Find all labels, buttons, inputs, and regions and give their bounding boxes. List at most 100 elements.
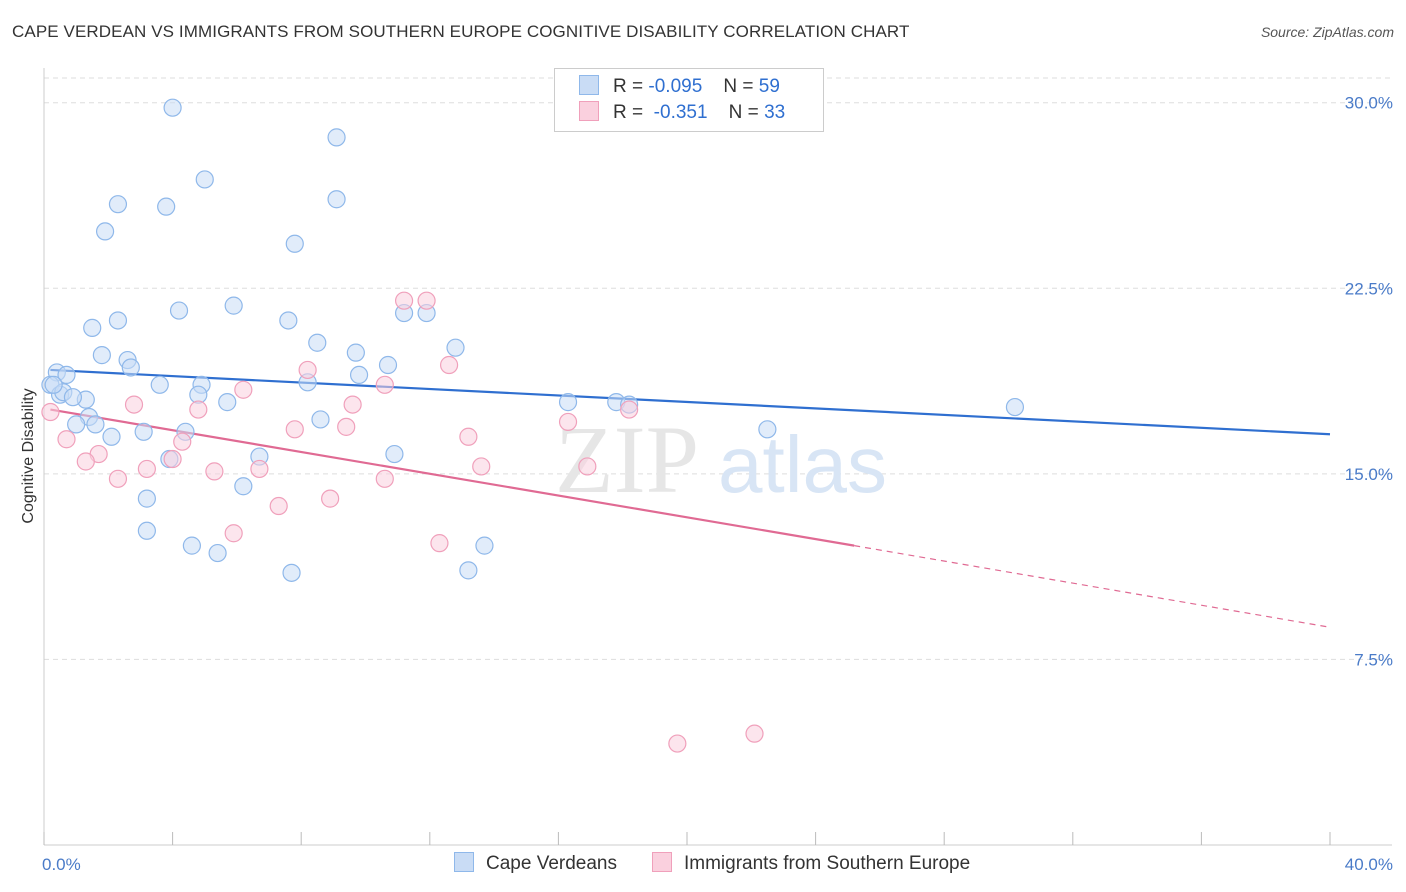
point-southern-europe bbox=[108, 469, 128, 488]
trend-line-cape-verdeans bbox=[50, 368, 1331, 436]
point-southern-europe bbox=[430, 534, 449, 553]
point-southern-europe bbox=[417, 291, 436, 310]
bottom-legend-cape-verdeans: Cape Verdeans bbox=[454, 852, 617, 875]
source-label: Source: ZipAtlas.com bbox=[1260, 24, 1394, 40]
point-southern-europe bbox=[163, 449, 182, 469]
legend-row-cape-verdeans: R = -0.095 N = 59 bbox=[579, 75, 780, 101]
point-southern-europe bbox=[173, 432, 192, 451]
legend-r-label: R = bbox=[613, 76, 644, 97]
point-cape-verdean bbox=[169, 301, 189, 320]
point-cape-verdean bbox=[475, 536, 494, 555]
point-cape-verdean bbox=[182, 536, 201, 555]
x-tick-labels: 0.0% 40.0% bbox=[42, 855, 1393, 874]
point-southern-europe bbox=[298, 360, 317, 380]
legend-n-label: N = bbox=[728, 102, 759, 123]
legend-r-value: -0.095 bbox=[648, 76, 703, 97]
watermark-atlas: atlas bbox=[718, 420, 887, 509]
point-cape-verdean bbox=[279, 311, 298, 330]
point-cape-verdean bbox=[44, 375, 63, 394]
point-cape-verdean bbox=[459, 561, 478, 580]
point-cape-verdean bbox=[234, 477, 253, 496]
legend-r-value: -0.351 bbox=[653, 102, 708, 123]
legend-n-label: N = bbox=[723, 76, 754, 97]
point-cape-verdean bbox=[1005, 397, 1025, 417]
point-cape-verdean bbox=[349, 365, 369, 385]
grid-lines bbox=[44, 77, 1392, 660]
point-cape-verdean bbox=[327, 190, 346, 209]
point-cape-verdean bbox=[558, 393, 578, 412]
y-tick-labels: 7.5% 15.0% 22.5% 30.0% bbox=[1345, 94, 1393, 670]
point-southern-europe bbox=[321, 489, 340, 508]
point-southern-europe bbox=[189, 400, 208, 419]
point-cape-verdean bbox=[92, 346, 111, 365]
point-cape-verdean bbox=[102, 427, 121, 446]
bottom-legend-label: Cape Verdeans bbox=[486, 853, 617, 874]
axes bbox=[43, 68, 1392, 846]
point-southern-europe bbox=[41, 402, 60, 422]
point-southern-europe bbox=[745, 724, 764, 743]
point-southern-europe bbox=[76, 452, 95, 471]
point-cape-verdean bbox=[385, 444, 404, 464]
point-cape-verdean bbox=[57, 365, 76, 385]
legend-n-value: 33 bbox=[764, 102, 786, 123]
point-cape-verdean bbox=[63, 388, 83, 407]
y-tick-label: 22.5% bbox=[1345, 279, 1393, 298]
point-cape-verdean bbox=[224, 296, 243, 315]
point-southern-europe bbox=[558, 412, 578, 432]
point-southern-europe bbox=[224, 524, 243, 543]
x-tick-label: 40.0% bbox=[1345, 855, 1393, 874]
point-cape-verdean bbox=[86, 415, 105, 434]
point-southern-europe bbox=[337, 417, 356, 436]
bottom-legend-swatch-blue bbox=[454, 852, 474, 872]
point-southern-europe bbox=[205, 462, 224, 481]
point-cape-verdean bbox=[150, 375, 169, 394]
point-southern-europe bbox=[57, 430, 76, 449]
point-cape-verdean bbox=[308, 333, 327, 352]
point-cape-verdean bbox=[95, 222, 115, 241]
point-cape-verdean bbox=[83, 318, 102, 337]
point-southern-europe bbox=[668, 734, 687, 753]
legend-swatch-pink bbox=[579, 101, 599, 121]
legend-n-value: 59 bbox=[758, 76, 780, 97]
point-cape-verdean bbox=[378, 355, 398, 375]
x-tick-label: 0.0% bbox=[42, 855, 81, 874]
trend-extension-southern-europe bbox=[854, 545, 1331, 628]
point-cape-verdean bbox=[311, 410, 330, 429]
point-cape-verdean bbox=[208, 543, 227, 563]
legend-row-southern-europe: R = -0.351 N = 33 bbox=[579, 101, 785, 127]
point-southern-europe bbox=[343, 395, 362, 414]
data-points bbox=[41, 98, 1025, 753]
point-southern-europe bbox=[459, 427, 478, 446]
point-southern-europe bbox=[375, 469, 394, 488]
watermark-zip: ZIP bbox=[555, 406, 699, 513]
point-southern-europe bbox=[124, 395, 144, 414]
point-southern-europe bbox=[250, 459, 269, 479]
y-tick-label: 15.0% bbox=[1345, 465, 1393, 484]
point-cape-verdean bbox=[157, 197, 176, 216]
point-cape-verdean bbox=[137, 489, 156, 508]
bottom-legend-label: Immigrants from Southern Europe bbox=[684, 853, 971, 874]
y-axis-label: Cognitive Disability bbox=[20, 388, 37, 523]
point-cape-verdean bbox=[327, 128, 346, 147]
legend-swatch-blue bbox=[579, 75, 599, 95]
watermark: ZIP atlas bbox=[555, 406, 887, 513]
point-cape-verdean bbox=[108, 311, 128, 330]
point-southern-europe bbox=[439, 355, 459, 375]
point-cape-verdean bbox=[346, 343, 365, 362]
correlation-legend: R = -0.095 N = 59 R = -0.351 N = 33 bbox=[554, 68, 824, 132]
point-southern-europe bbox=[234, 380, 253, 399]
point-cape-verdean bbox=[195, 170, 214, 189]
point-southern-europe bbox=[269, 496, 288, 516]
point-southern-europe bbox=[137, 459, 156, 479]
bottom-legend-swatch-pink bbox=[652, 852, 672, 872]
point-cape-verdean bbox=[758, 420, 777, 439]
bottom-legend-southern-europe: Immigrants from Southern Europe bbox=[652, 852, 970, 875]
y-tick-label: 30.0% bbox=[1345, 94, 1393, 113]
point-cape-verdean bbox=[282, 563, 301, 582]
point-cape-verdean bbox=[218, 393, 237, 412]
point-southern-europe bbox=[620, 400, 639, 419]
point-southern-europe bbox=[472, 457, 491, 476]
point-cape-verdean bbox=[163, 98, 182, 117]
point-cape-verdean bbox=[121, 358, 140, 377]
